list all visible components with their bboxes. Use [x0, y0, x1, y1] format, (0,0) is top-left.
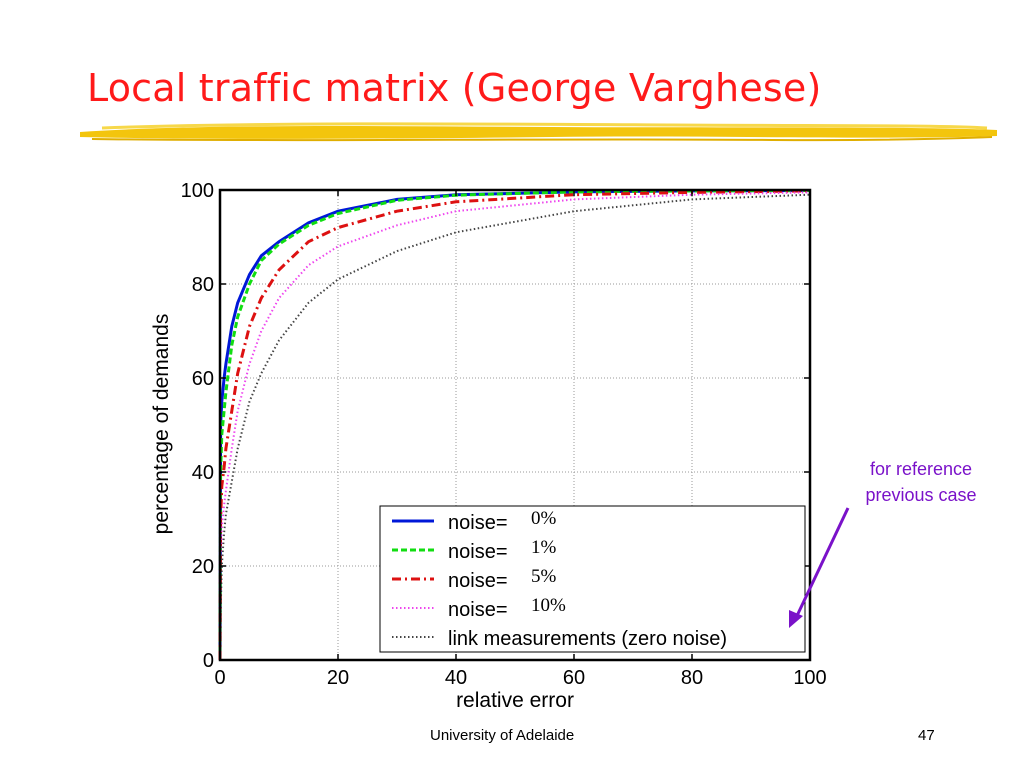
- series-line-2: [218, 189, 811, 661]
- y-tick-label: 60: [192, 368, 214, 390]
- series-line-0: [218, 189, 811, 661]
- plot-frame: [218, 188, 812, 662]
- legend-label-3: noise=: [448, 599, 508, 621]
- legend-value-3: 10%: [531, 595, 566, 616]
- page-number: 47: [918, 727, 935, 744]
- x-tick-label: 20: [327, 667, 349, 689]
- legend: noise= 0% noise= 1% noise= 5% noise= 10% link me…: [379, 505, 806, 653]
- series-line-4: [219, 193, 811, 661]
- y-tick-label: 100: [181, 180, 214, 202]
- title-underline-brushstroke: [80, 122, 997, 142]
- axis-ticks: 0 20 40 60 80 100 0 20 40 60 80 100: [181, 180, 827, 689]
- x-tick-label: 40: [445, 667, 467, 689]
- annotation-line-1: for reference: [869, 459, 973, 479]
- x-tick-label: 0: [214, 667, 225, 689]
- annotation-arrowhead: [789, 610, 803, 628]
- x-axis-label: relative error: [456, 689, 574, 712]
- annotation-text: for reference previous case: [846, 456, 996, 508]
- data-curves: [218, 189, 811, 661]
- y-tick-label: 0: [203, 650, 214, 672]
- series-line-3: [219, 191, 811, 661]
- y-tick-label: 80: [192, 274, 214, 296]
- legend-value-2: 5%: [531, 566, 557, 587]
- x-tick-label: 80: [681, 667, 703, 689]
- annotation-arrow: [793, 507, 850, 621]
- legend-label-4: link measurements (zero noise): [448, 628, 727, 650]
- x-tick-label: 100: [793, 667, 826, 689]
- slide-title: Local traffic matrix (George Varghese): [87, 66, 822, 110]
- x-tick-label: 60: [563, 667, 585, 689]
- legend-value-0: 0%: [531, 508, 557, 529]
- y-tick-label: 40: [192, 462, 214, 484]
- legend-label-1: noise=: [448, 541, 508, 563]
- y-axis-label: percentage of demands: [150, 314, 173, 535]
- y-tick-label: 20: [192, 556, 214, 578]
- footer-institution: University of Adelaide: [430, 727, 575, 744]
- annotation-line-2: previous case: [865, 485, 977, 505]
- legend-value-1: 1%: [531, 537, 557, 558]
- legend-label-0: noise=: [448, 512, 508, 534]
- legend-box: [379, 505, 806, 653]
- series-line-1: [218, 189, 811, 661]
- legend-label-2: noise=: [448, 570, 508, 592]
